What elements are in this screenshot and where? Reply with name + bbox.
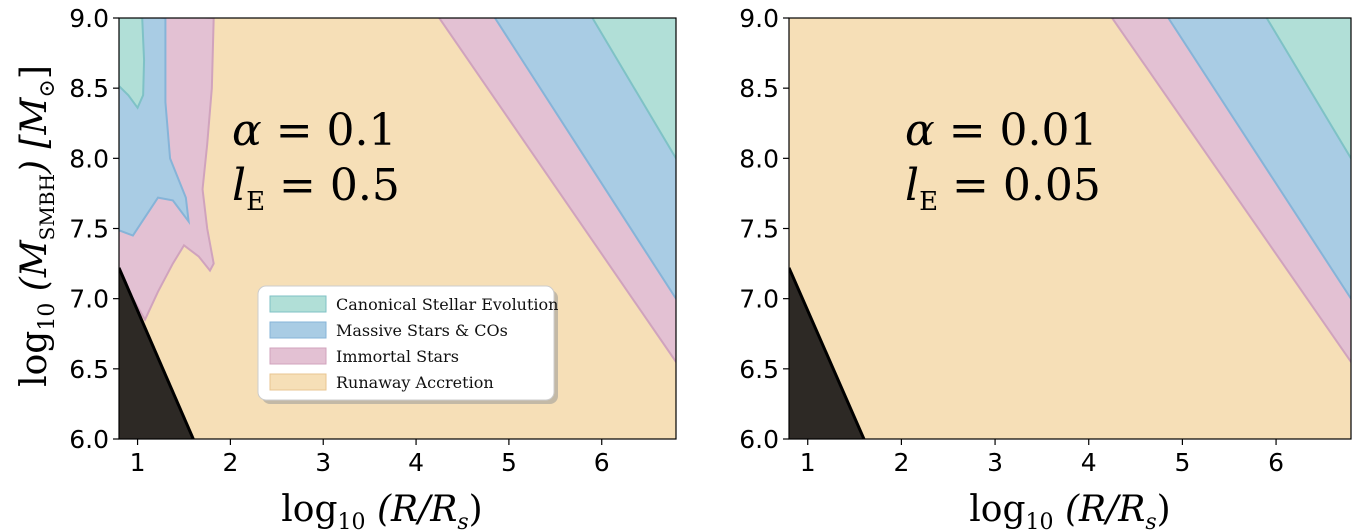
left-x-axis-label: log10 (R/Rs) bbox=[281, 489, 482, 531]
x-tick-label: 2 bbox=[222, 448, 238, 477]
right-plot-regions bbox=[789, 18, 1351, 439]
right-y-ticks: 6.0 6.5 7.0 7.5 8.0 8.5 9.0 bbox=[739, 4, 789, 454]
y-tick-label: 7.0 bbox=[739, 285, 779, 314]
legend-entry-canonical: Canonical Stellar Evolution bbox=[269, 295, 558, 314]
right-massive-upper-region bbox=[1167, 18, 1351, 300]
left-annotation-line1: α = 0.1 bbox=[232, 105, 397, 156]
legend-label-massive: Massive Stars & COs bbox=[336, 321, 508, 340]
x-tick-label: 1 bbox=[130, 448, 146, 477]
y-tick-label: 7.5 bbox=[69, 215, 109, 244]
y-tick-label: 7.0 bbox=[69, 285, 109, 314]
x-tick-label: 4 bbox=[1081, 448, 1097, 477]
x-tick-label: 1 bbox=[800, 448, 816, 477]
legend-label-runaway: Runaway Accretion bbox=[336, 373, 494, 392]
left-annotation-line2: lE = 0.5 bbox=[232, 160, 400, 217]
legend-swatch-canonical bbox=[269, 295, 327, 313]
y-tick-label: 6.5 bbox=[739, 355, 779, 384]
legend-entry-immortal: Immortal Stars bbox=[269, 347, 459, 366]
left-panel: 1 2 3 4 5 6 6.0 6.5 7.0 7.5 8.0 8.5 9.0 α = 0.1 lE … bbox=[14, 4, 677, 531]
x-tick-label: 5 bbox=[1174, 448, 1190, 477]
y-tick-label: 6.0 bbox=[739, 425, 779, 454]
legend-swatch-massive bbox=[269, 321, 327, 339]
legend-box bbox=[257, 285, 555, 401]
left-x-ticks: 1 2 3 4 5 6 bbox=[130, 439, 610, 477]
y-tick-label: 6.0 bbox=[69, 425, 109, 454]
y-tick-label: 8.5 bbox=[739, 74, 779, 103]
y-tick-label: 7.5 bbox=[739, 215, 779, 244]
x-tick-label: 5 bbox=[501, 448, 517, 477]
x-tick-label: 6 bbox=[594, 448, 610, 477]
right-panel: 1 2 3 4 5 6 6.0 6.5 7.0 7.5 8.0 8.5 9.0 α = 0.01 lE… bbox=[739, 4, 1352, 531]
left-y-axis-label: log10 (MSMBH) [M⊙] bbox=[14, 65, 60, 387]
y-tick-label: 8.0 bbox=[739, 144, 779, 173]
legend-swatch-runaway bbox=[269, 373, 327, 391]
y-tick-label: 9.0 bbox=[69, 4, 109, 33]
x-tick-label: 6 bbox=[1268, 448, 1284, 477]
right-annotation-line2: lE = 0.05 bbox=[905, 160, 1101, 217]
x-tick-label: 3 bbox=[987, 448, 1003, 477]
left-y-ticks: 6.0 6.5 7.0 7.5 8.0 8.5 9.0 bbox=[69, 4, 119, 454]
legend-entry-massive: Massive Stars & COs bbox=[269, 321, 508, 340]
x-tick-label: 3 bbox=[315, 448, 331, 477]
left-canonical-left-region bbox=[119, 18, 146, 110]
left-canonical-upper-region bbox=[591, 18, 676, 160]
right-canonical-upper-region bbox=[1265, 18, 1351, 160]
y-tick-label: 8.0 bbox=[69, 144, 109, 173]
left-massive-upper-region bbox=[493, 18, 676, 300]
y-tick-label: 6.5 bbox=[69, 355, 109, 384]
left-plot-regions bbox=[119, 18, 676, 439]
right-x-axis-label: log10 (R/Rs) bbox=[969, 489, 1170, 531]
legend-label-immortal: Immortal Stars bbox=[336, 347, 459, 366]
y-tick-label: 8.5 bbox=[69, 74, 109, 103]
legend-label-canonical: Canonical Stellar Evolution bbox=[336, 295, 558, 314]
y-tick-label: 9.0 bbox=[739, 4, 779, 33]
legend-swatch-immortal bbox=[269, 347, 327, 365]
x-tick-label: 4 bbox=[408, 448, 424, 477]
legend-entry-runaway: Runaway Accretion bbox=[269, 373, 494, 392]
right-excluded-boundary bbox=[789, 267, 866, 439]
legend: Canonical Stellar Evolution Massive Star… bbox=[257, 285, 558, 404]
left-excluded-boundary bbox=[119, 267, 195, 439]
right-x-ticks: 1 2 3 4 5 6 bbox=[800, 439, 1284, 477]
right-annotation-line1: α = 0.01 bbox=[905, 105, 1098, 156]
x-tick-label: 2 bbox=[893, 448, 909, 477]
